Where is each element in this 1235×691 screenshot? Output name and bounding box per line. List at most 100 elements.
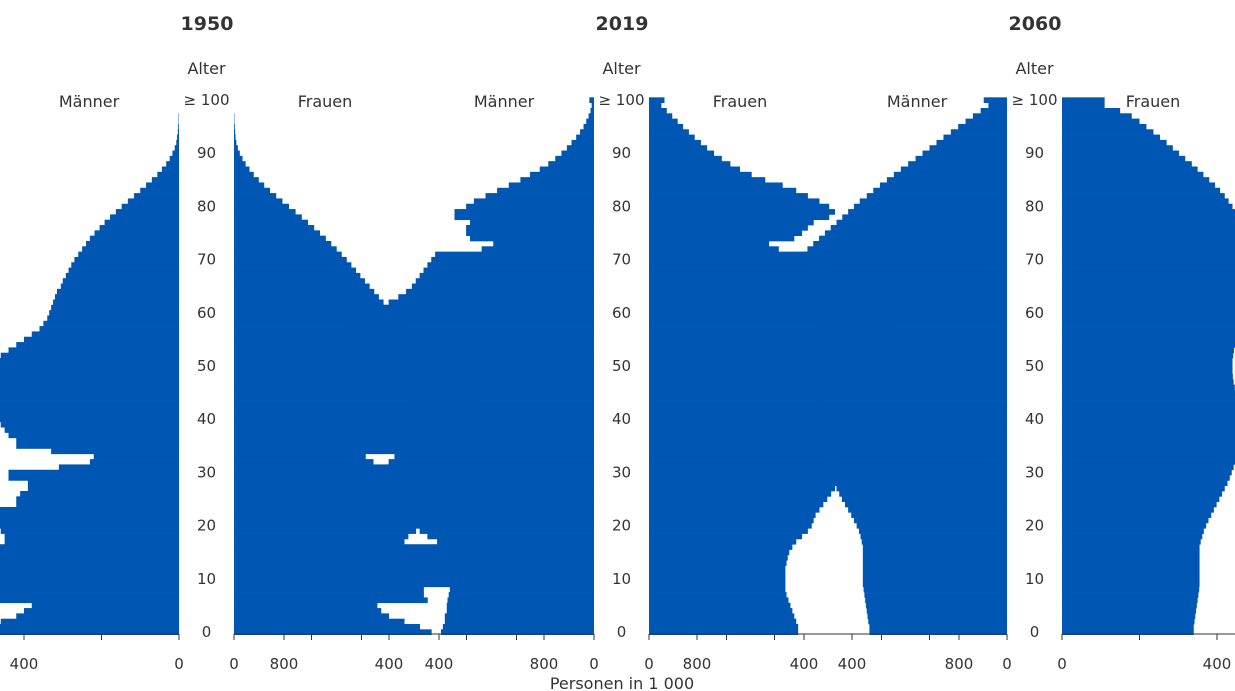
- bar-men-1950-age-24: [16, 501, 179, 508]
- bar-women-2060-age-16: [1062, 544, 1200, 550]
- bar-men-2019-age-7: [448, 592, 594, 598]
- bar-men-2060-age-7: [864, 592, 1007, 598]
- bar-women-1950-age-84: [234, 182, 265, 189]
- bar-women-2019-age-30: [649, 469, 843, 476]
- bar-men-2060-age-43: [820, 400, 1008, 407]
- bar-women-1950-age-21: [234, 517, 432, 524]
- bar-women-2019-age-1: [649, 624, 799, 630]
- bar-women-2019-age-41: [649, 411, 828, 417]
- bar-men-1950-age-63: [55, 294, 179, 300]
- bar-men-2060-age-75: [824, 230, 1008, 237]
- bar-men-2019-age-71: [435, 251, 595, 258]
- bar-men-2019-age-19: [419, 528, 595, 534]
- bar-women-2060-age-35: [1062, 443, 1235, 449]
- x-tick-men-1950-400: 400: [10, 655, 39, 673]
- bar-women-2060-age-8: [1062, 586, 1200, 593]
- bar-women-1950-age-18: [234, 533, 409, 540]
- bar-men-2019-age-53: [336, 347, 594, 354]
- bar-men-2060-age-8: [863, 586, 1008, 593]
- bar-women-2060-age-13: [1062, 560, 1200, 566]
- bar-women-1950-age-43: [234, 400, 475, 407]
- bar-women-1950-age-14: [234, 554, 463, 561]
- bar-women-1950-age-36: [234, 437, 467, 444]
- bar-women-1950-age-69: [234, 262, 352, 268]
- bar-women-2060-age-79: [1062, 209, 1235, 215]
- bar-men-2060-age-99: [988, 102, 1007, 109]
- bar-men-2060-age-56: [821, 331, 1007, 338]
- bar-women-1950-age-54: [234, 342, 424, 348]
- bar-women-1950-age-74: [234, 235, 326, 242]
- bar-men-1950-age-3: [16, 613, 179, 620]
- bar-women-2060-age-41: [1062, 411, 1235, 417]
- bar-men-1950-age-90: [172, 150, 179, 157]
- bar-women-2060-age-7: [1062, 592, 1199, 598]
- bar-men-2019-age-40: [400, 416, 594, 423]
- bar-men-2019-age-31: [384, 464, 594, 471]
- bar-men-1950-age-71: [78, 251, 179, 258]
- panel-title-1950: 1950: [181, 13, 234, 35]
- bar-men-1950-age-47: [0, 379, 179, 385]
- bar-men-2019-age-80: [466, 203, 595, 210]
- bar-women-1950-age-4: [234, 608, 382, 614]
- bar-women-2019-age-48: [649, 373, 868, 380]
- bar-men-1950-age-4: [24, 608, 179, 614]
- bar-women-2019-age-100: [649, 97, 665, 104]
- bar-women-2019-age-54: [649, 342, 907, 348]
- bar-men-2060-age-4: [866, 608, 1008, 614]
- age-tick-2019-30: 30: [612, 463, 631, 481]
- bar-women-2060-age-12: [1062, 565, 1200, 572]
- bar-men-1950-age-53: [8, 347, 179, 354]
- bar-men-2060-age-23: [848, 506, 1008, 513]
- bar-women-1950-age-23: [234, 506, 432, 513]
- bar-women-2060-age-15: [1062, 549, 1200, 556]
- age-tick-2019-0: 0: [617, 623, 627, 641]
- bar-men-2019-age-68: [423, 267, 594, 274]
- bar-men-1950-age-91: [174, 145, 179, 151]
- bar-women-1950-age-39: [234, 421, 475, 428]
- bar-women-1950-age-28: [234, 480, 455, 487]
- bar-women-1950-age-50: [234, 363, 450, 370]
- bar-women-2019-age-76: [649, 225, 808, 231]
- bar-women-2060-age-57: [1062, 326, 1235, 332]
- bar-men-1950-age-23: [0, 506, 180, 513]
- bar-men-2019-age-13: [448, 560, 594, 566]
- bar-women-2019-age-98: [649, 107, 667, 114]
- bar-men-2060-age-91: [929, 145, 1007, 151]
- bar-men-2019-age-4: [446, 608, 594, 614]
- bar-women-2060-age-31: [1062, 464, 1234, 471]
- bar-men-2060-age-33: [824, 453, 1007, 460]
- bar-men-1950-age-31: [58, 464, 180, 471]
- age-tick-2060-10: 10: [1025, 570, 1044, 588]
- bar-women-2060-age-33: [1062, 453, 1235, 460]
- bar-women-2019-age-50: [649, 363, 888, 370]
- bar-men-2019-age-93: [576, 134, 594, 141]
- age-tick-2019-40: 40: [612, 410, 631, 428]
- bar-men-1950-age-52: [0, 352, 179, 359]
- bar-women-2019-age-25: [649, 496, 828, 503]
- bar-men-2060-age-37: [818, 432, 1007, 439]
- bar-men-2019-age-91: [566, 145, 595, 151]
- bar-women-2019-age-89: [649, 155, 722, 162]
- bar-women-1950-age-63: [234, 294, 379, 300]
- bar-men-2019-age-58: [351, 320, 594, 327]
- bar-men-2019-age-17: [437, 538, 594, 545]
- age-tick-1950-50: 50: [197, 357, 216, 375]
- bar-men-2060-age-70: [807, 256, 1007, 263]
- bar-men-1950-age-87: [161, 166, 179, 173]
- bar-women-2019-age-74: [649, 235, 795, 242]
- bar-women-2019-age-96: [649, 118, 678, 125]
- bar-women-1950-age-1: [234, 624, 420, 630]
- bar-women-2019-age-83: [649, 187, 797, 194]
- bar-women-2019-age-79: [649, 209, 835, 215]
- bar-women-2060-age-45: [1062, 389, 1235, 396]
- bar-women-2060-age-71: [1062, 251, 1235, 258]
- bar-men-1950-age-49: [0, 368, 179, 375]
- bar-women-2060-age-86: [1062, 171, 1204, 178]
- bar-women-2060-age-69: [1062, 262, 1235, 268]
- bar-men-2060-age-88: [908, 161, 1007, 167]
- bar-men-2060-age-27: [836, 485, 1007, 492]
- bar-men-2060-age-41: [816, 411, 1007, 417]
- bar-men-2060-age-93: [943, 134, 1007, 141]
- bar-men-2060-age-38: [817, 427, 1007, 433]
